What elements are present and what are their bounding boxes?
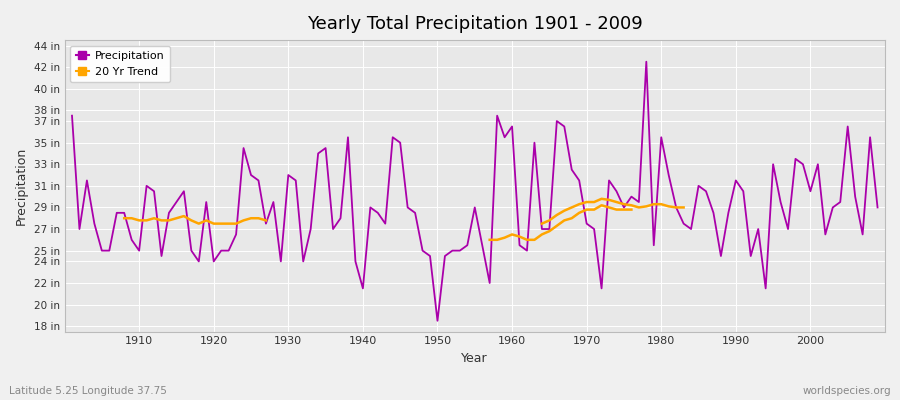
Text: Latitude 5.25 Longitude 37.75: Latitude 5.25 Longitude 37.75 xyxy=(9,386,166,396)
Y-axis label: Precipitation: Precipitation xyxy=(15,147,28,225)
Legend: Precipitation, 20 Yr Trend: Precipitation, 20 Yr Trend xyxy=(70,46,170,82)
X-axis label: Year: Year xyxy=(462,352,488,365)
Title: Yearly Total Precipitation 1901 - 2009: Yearly Total Precipitation 1901 - 2009 xyxy=(307,15,643,33)
Text: worldspecies.org: worldspecies.org xyxy=(803,386,891,396)
